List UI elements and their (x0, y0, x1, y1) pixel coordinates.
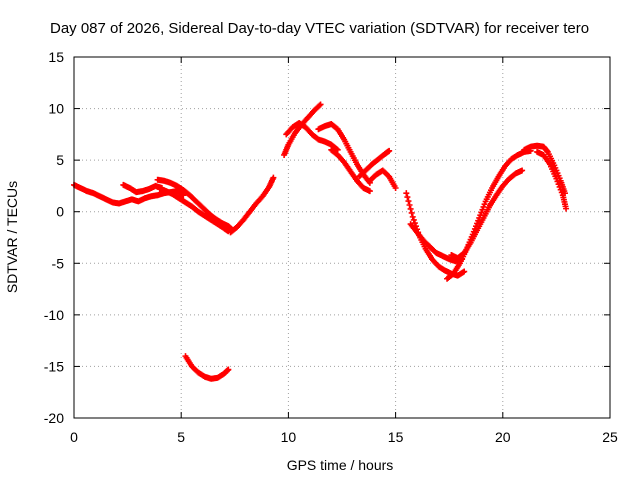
series-arc-9 (315, 121, 373, 186)
x-tick-label: 5 (177, 429, 185, 445)
series-arc-8 (283, 120, 341, 153)
series-arc-6 (182, 353, 232, 382)
series-arc-10 (328, 146, 373, 195)
grid-lines (74, 57, 610, 418)
y-tick-label: 5 (56, 152, 64, 168)
data-point (392, 184, 399, 191)
x-tick-label: 10 (281, 429, 297, 445)
data-point (386, 147, 393, 154)
data-point (408, 209, 415, 216)
data-point (461, 268, 468, 275)
data-point (410, 216, 417, 223)
series-arc-16 (448, 167, 526, 262)
chart-title: Day 087 of 2026, Sidereal Day-to-day VTE… (50, 20, 589, 37)
y-axis-ticks: -20 -15 -10 -5 0 5 10 15 (44, 49, 610, 426)
y-tick-label: -15 (44, 358, 64, 374)
data-point (366, 188, 373, 195)
y-tick-label: 0 (56, 204, 64, 220)
data-point (316, 102, 323, 109)
data-point (333, 145, 340, 152)
y-axis-label: SDTVAR / TECUs (4, 181, 20, 293)
data-point (519, 167, 526, 174)
x-tick-label: 15 (388, 429, 404, 445)
data-point (180, 192, 187, 199)
y-tick-label: -20 (44, 410, 64, 426)
data-point (334, 146, 341, 153)
x-axis-label: GPS time / hours (287, 457, 394, 473)
data-point (409, 213, 416, 220)
series-arc-18 (534, 148, 570, 212)
x-tick-label: 20 (495, 429, 511, 445)
data-point (407, 205, 414, 212)
y-tick-label: 15 (48, 49, 64, 65)
data-point (270, 174, 277, 181)
data-point (404, 194, 411, 201)
y-tick-label: 10 (48, 101, 64, 117)
data-point (225, 366, 232, 373)
series-arc-1 (71, 181, 187, 207)
series-arc-12 (356, 147, 393, 180)
series-arc-7 (281, 101, 324, 158)
data-point (406, 202, 413, 209)
x-tick-label: 25 (602, 429, 618, 445)
series-arc-5 (227, 174, 277, 236)
series-arc-4 (156, 186, 232, 235)
data-point (411, 220, 418, 227)
plot-frame (73, 56, 611, 419)
data-point (317, 101, 324, 108)
y-tick-label: -5 (52, 255, 65, 271)
x-axis-ticks: 0 5 10 15 20 25 (70, 57, 618, 445)
data-point (403, 190, 410, 197)
data-point (405, 198, 412, 205)
y-tick-label: -10 (44, 307, 64, 323)
data-series (71, 101, 570, 382)
series-arc-11 (366, 167, 399, 191)
x-tick-label: 0 (70, 429, 78, 445)
data-point (563, 205, 570, 212)
